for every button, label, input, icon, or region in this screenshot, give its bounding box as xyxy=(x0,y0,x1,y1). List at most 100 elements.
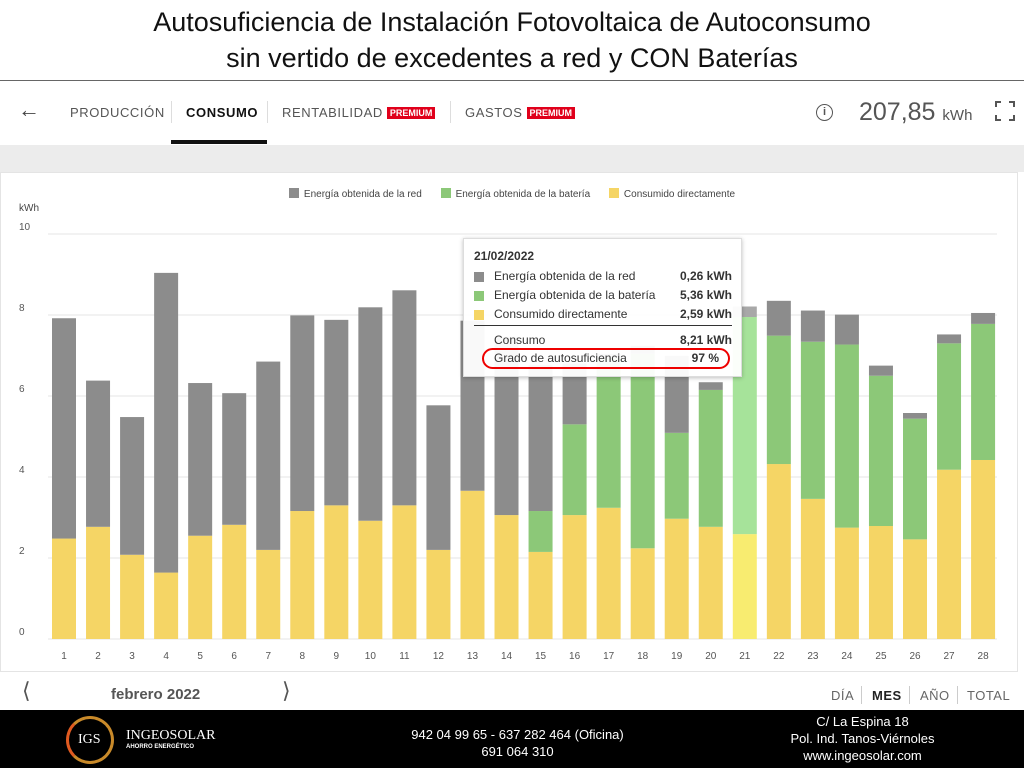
bar-segment[interactable] xyxy=(903,413,927,419)
tab-produccion[interactable]: PRODUCCIÓN xyxy=(70,105,165,120)
legend-item-direct[interactable]: Consumido directamente xyxy=(608,188,735,200)
brand-tagline: AHORRO ENERGÉTICO xyxy=(126,744,195,750)
bar-segment[interactable] xyxy=(732,306,757,318)
period-total[interactable]: TOTAL xyxy=(967,688,1011,703)
bar-segment[interactable] xyxy=(937,469,962,639)
bar-segment[interactable] xyxy=(358,520,383,639)
x-tick-label: 20 xyxy=(705,651,717,662)
tab-label: RENTABILIDAD xyxy=(282,105,383,120)
bar-segment[interactable] xyxy=(528,365,553,512)
x-tick-label: 18 xyxy=(637,651,649,662)
bar-segment[interactable] xyxy=(596,357,621,508)
bar-segment[interactable] xyxy=(800,310,825,342)
bar-segment[interactable] xyxy=(392,505,417,639)
legend-swatch xyxy=(440,188,451,198)
bar-segment[interactable] xyxy=(698,382,723,390)
bar-segment[interactable] xyxy=(698,526,723,639)
bar-segment[interactable] xyxy=(698,389,723,527)
tab-gastos[interactable]: GASTOS PREMIUM xyxy=(465,105,576,120)
bar-segment[interactable] xyxy=(630,548,655,639)
bar-segment[interactable] xyxy=(630,353,655,549)
bar-segment[interactable] xyxy=(256,361,281,550)
bar-segment[interactable] xyxy=(528,551,553,639)
row-label: Grado de autosuficiencia xyxy=(494,351,627,365)
x-tick-label: 28 xyxy=(978,651,990,662)
bar-segment[interactable] xyxy=(937,343,962,470)
period-dia[interactable]: DÍA xyxy=(831,688,855,703)
bar-segment[interactable] xyxy=(86,526,111,639)
bar-segment[interactable] xyxy=(358,307,383,521)
prev-month-icon[interactable]: ⟨ xyxy=(22,678,31,703)
bar-segment[interactable] xyxy=(222,524,247,639)
phone-1: 942 04 99 65 - 637 282 464 (Oficina) xyxy=(411,727,624,742)
legend-swatch xyxy=(288,188,299,198)
bar-segment[interactable] xyxy=(256,549,281,639)
bar-segment[interactable] xyxy=(154,272,179,573)
address: C/ La Espina 18 Pol. Ind. Tanos-Viérnoles… xyxy=(780,713,945,764)
bar-segment[interactable] xyxy=(868,526,893,639)
row-label: Energía obtenida de la red xyxy=(494,269,636,283)
tab-consumo[interactable]: CONSUMO xyxy=(186,105,259,120)
bar-segment[interactable] xyxy=(903,539,927,639)
tab-rentabilidad[interactable]: RENTABILIDAD PREMIUM xyxy=(282,105,436,120)
bar-segment[interactable] xyxy=(426,405,451,550)
bar-segment[interactable] xyxy=(290,511,315,639)
bar-segment[interactable] xyxy=(800,498,825,639)
fullscreen-icon[interactable] xyxy=(995,101,1015,121)
x-tick-label: 16 xyxy=(569,651,581,662)
info-icon[interactable]: i xyxy=(816,104,833,121)
next-month-icon[interactable]: ⟩ xyxy=(282,678,291,703)
bar-segment[interactable] xyxy=(937,334,962,344)
bar-segment[interactable] xyxy=(52,318,76,539)
bar-segment[interactable] xyxy=(834,344,859,528)
swatch xyxy=(474,310,484,320)
bar-segment[interactable] xyxy=(766,464,791,639)
bar-segment[interactable] xyxy=(868,375,893,527)
bar-segment[interactable] xyxy=(664,518,689,639)
bar-segment[interactable] xyxy=(154,572,179,639)
divider xyxy=(0,80,1024,81)
bar-segment[interactable] xyxy=(528,511,553,552)
bar-segment[interactable] xyxy=(324,505,349,639)
bar-segment[interactable] xyxy=(664,432,689,519)
legend-item-grid[interactable]: Energía obtenida de la red xyxy=(288,188,422,200)
row-value: 2,59 kWh xyxy=(679,307,732,321)
bar-segment[interactable] xyxy=(834,314,859,345)
period-mes[interactable]: MES xyxy=(872,688,902,703)
bar-segment[interactable] xyxy=(120,554,145,639)
bar-segment[interactable] xyxy=(766,300,791,336)
bar-segment[interactable] xyxy=(86,380,111,527)
tooltip-self-sufficiency-row: Grado de autosuficiencia 97 % xyxy=(474,351,719,369)
period-ano[interactable]: AÑO xyxy=(920,688,950,703)
address-line-2: Pol. Ind. Tanos-Viérnoles xyxy=(790,731,935,746)
back-arrow-icon[interactable]: ← xyxy=(18,97,40,122)
bar-segment[interactable] xyxy=(392,290,417,506)
bar-segment[interactable] xyxy=(971,312,996,324)
bar-segment[interactable] xyxy=(562,424,587,516)
bar-segment[interactable] xyxy=(460,490,485,639)
bar-segment[interactable] xyxy=(971,459,996,639)
tooltip-row: Energía obtenida de la batería 5,36 kWh xyxy=(474,288,732,306)
bar-segment[interactable] xyxy=(52,538,76,639)
bar-segment[interactable] xyxy=(188,535,213,639)
x-tick-label: 15 xyxy=(535,651,547,662)
bar-segment[interactable] xyxy=(562,515,587,639)
bar-segment[interactable] xyxy=(494,515,519,639)
bar-segment[interactable] xyxy=(800,341,825,499)
x-tick-label: 11 xyxy=(399,651,410,662)
x-tick-label: 26 xyxy=(909,651,921,662)
bar-segment[interactable] xyxy=(324,319,349,506)
bar-segment[interactable] xyxy=(188,383,213,536)
bar-segment[interactable] xyxy=(732,534,757,639)
bar-segment[interactable] xyxy=(903,418,927,540)
bar-segment[interactable] xyxy=(868,365,893,376)
bar-segment[interactable] xyxy=(834,527,859,639)
bar-segment[interactable] xyxy=(120,417,145,555)
legend-item-battery[interactable]: Energía obtenida de la batería xyxy=(440,188,590,200)
bar-segment[interactable] xyxy=(971,323,996,460)
bar-segment[interactable] xyxy=(290,315,315,512)
bar-segment[interactable] xyxy=(766,335,791,465)
bar-segment[interactable] xyxy=(426,549,451,639)
bar-segment[interactable] xyxy=(222,393,247,525)
bar-segment[interactable] xyxy=(596,507,621,639)
